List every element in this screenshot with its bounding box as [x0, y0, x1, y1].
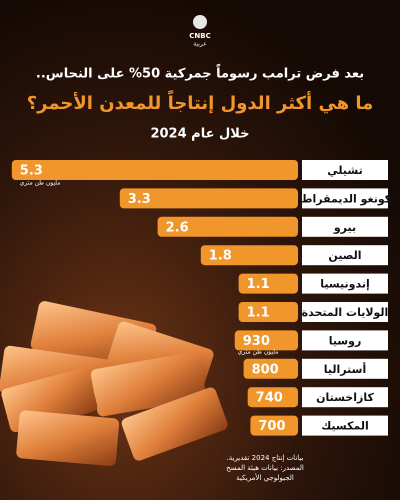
logo: CNBC عربية	[189, 15, 211, 48]
category-label: بيرو	[333, 221, 356, 234]
bar	[234, 330, 298, 351]
label-box	[302, 245, 388, 266]
logo-sub: عربية	[193, 41, 207, 48]
category-label: كازاخستان	[316, 391, 374, 404]
unit-label: مليون طن متري	[238, 349, 279, 356]
footer-note: الجيولوجي الأمريكية	[236, 473, 294, 482]
footer-note: بيانات إنتاج 2024 تقديرية.	[227, 454, 304, 462]
bar	[250, 415, 298, 436]
label-box	[302, 358, 388, 379]
bar	[247, 387, 298, 408]
label-box	[302, 160, 388, 180]
category-label: الولايات المتحدة	[302, 306, 389, 319]
value-label: 700	[258, 419, 285, 434]
label-box	[302, 387, 388, 408]
category-label: إندونيسيا	[320, 278, 370, 291]
value-label: 2.6	[166, 220, 189, 235]
value-label: 930	[243, 334, 270, 349]
category-label: المكسيك	[321, 420, 369, 433]
label-box	[302, 415, 388, 436]
bar	[157, 216, 298, 237]
chart-subtitle: ما هي أكثر الدول إنتاجاً للمعدن الأحمر؟	[27, 90, 374, 114]
value-label: 1.1	[247, 306, 270, 321]
bar	[238, 302, 298, 322]
label-box	[302, 273, 388, 294]
gold-bars-illustration	[0, 301, 228, 467]
label-box	[302, 330, 388, 351]
value-label: 740	[256, 391, 283, 406]
label-box	[302, 188, 388, 209]
bar	[243, 358, 298, 379]
period: خلال عام 2024	[150, 127, 249, 142]
bar	[200, 245, 298, 266]
bar	[119, 188, 298, 209]
footer-note: المصدر: بيانات هيئة المسح	[226, 464, 304, 472]
value-label: 5.3	[20, 164, 43, 179]
chart-title: بعد فرض ترامب رسوماً جمركية 50% على النح…	[36, 64, 364, 82]
label-box	[302, 302, 388, 322]
category-label: تشيلي	[327, 164, 362, 177]
unit-label: مليون طن متري	[20, 180, 61, 187]
logo-name: CNBC	[189, 32, 210, 40]
value-label: 1.8	[209, 249, 232, 264]
category-label: الكونغو الديمقراطية	[291, 192, 399, 205]
category-label: روسيا	[329, 334, 362, 347]
value-label: 800	[252, 362, 279, 377]
label-box	[302, 216, 388, 237]
category-label: أستراليا	[324, 362, 366, 376]
category-label: الصين	[328, 249, 361, 262]
value-label: 1.1	[247, 277, 270, 292]
bar	[11, 160, 299, 180]
value-label: 3.3	[128, 192, 151, 207]
bar	[238, 273, 298, 294]
